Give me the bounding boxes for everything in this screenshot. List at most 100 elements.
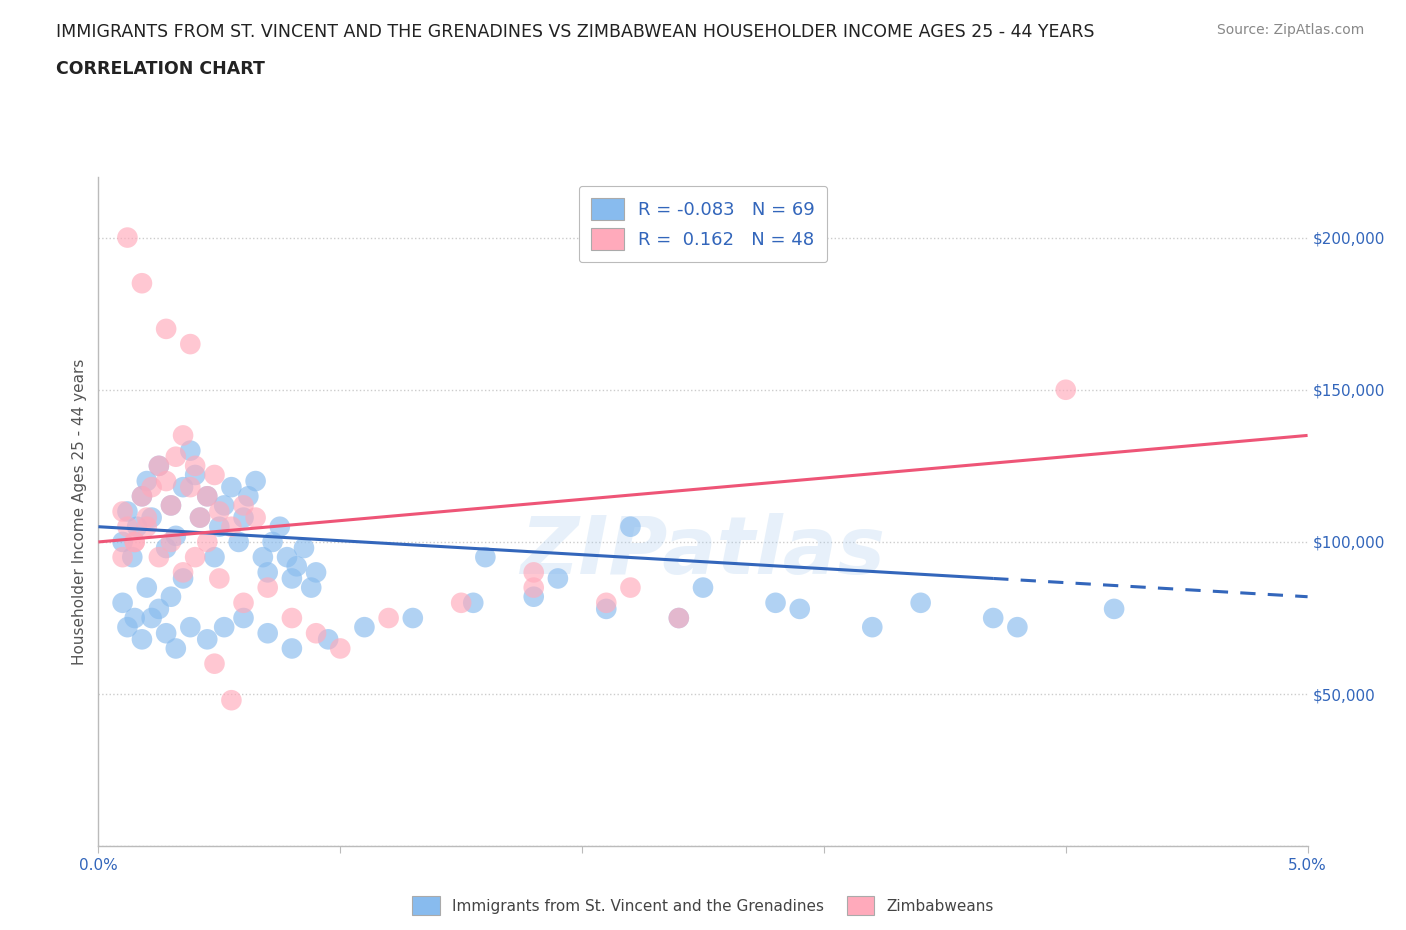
Point [131,631,153,646]
Point [981,611,1004,626]
Point [245,473,267,488]
Point [111,595,134,610]
Point [329,641,352,656]
Point [135,580,157,595]
Point [124,611,146,626]
Text: Source: ZipAtlas.com: Source: ZipAtlas.com [1216,23,1364,37]
Point [184,550,207,565]
Point [305,626,328,641]
Point [155,626,177,641]
Point [316,631,339,646]
Point [305,565,328,579]
Point [141,480,163,495]
Y-axis label: Householder Income Ages 25 - 44 years: Householder Income Ages 25 - 44 years [72,358,87,665]
Point [131,489,153,504]
Point [204,468,226,483]
Point [1054,382,1077,397]
Point [262,535,284,550]
Point [221,693,243,708]
Point [285,559,308,574]
Point [299,580,322,595]
Point [523,580,546,595]
Point [148,458,170,473]
Point [208,571,231,586]
Point [165,528,187,543]
Point [910,595,932,610]
Point [111,504,134,519]
Point [188,511,211,525]
Point [668,611,690,626]
Point [179,619,201,634]
Point [232,611,254,626]
Point [232,595,254,610]
Point [172,480,194,495]
Point [131,489,153,504]
Point [135,473,157,488]
Point [179,337,201,352]
Point [195,489,218,504]
Point [117,504,139,519]
Point [184,468,207,483]
Point [131,276,153,291]
Point [221,519,243,534]
Point [208,504,231,519]
Point [117,230,139,245]
Point [668,611,690,626]
Point [172,571,194,586]
Point [204,657,226,671]
Point [232,511,254,525]
Point [155,473,177,488]
Point [160,535,183,550]
Point [595,602,617,617]
Point [523,565,546,579]
Point [160,590,183,604]
Point [1102,602,1125,617]
Point [353,619,375,634]
Point [117,619,139,634]
Point [276,550,298,565]
Point [212,498,235,512]
Point [165,449,187,464]
Point [135,511,157,525]
Point [692,580,714,595]
Point [148,602,170,617]
Point [117,519,139,534]
Point [238,489,260,504]
Point [124,535,146,550]
Point [1007,619,1029,634]
Point [281,611,304,626]
Point [377,611,399,626]
Point [111,535,134,550]
Point [124,535,146,550]
Point [195,535,218,550]
Point [212,619,235,634]
Text: CORRELATION CHART: CORRELATION CHART [56,60,266,78]
Point [204,550,226,565]
Point [256,580,278,595]
Point [269,519,291,534]
Point [127,519,149,534]
Point [121,550,143,565]
Point [179,480,201,495]
Point [172,565,194,579]
Point [292,540,315,555]
Point [252,550,274,565]
Point [402,611,425,626]
Point [860,619,883,634]
Point [141,611,163,626]
Point [172,428,194,443]
Point [619,519,641,534]
Point [789,602,811,617]
Point [281,571,304,586]
Point [765,595,787,610]
Point [148,458,170,473]
Point [619,580,641,595]
Point [195,631,218,646]
Point [256,626,278,641]
Point [179,444,201,458]
Point [184,458,207,473]
Point [232,498,254,512]
Point [547,571,569,586]
Legend: Immigrants from St. Vincent and the Grenadines, Zimbabweans: Immigrants from St. Vincent and the Gren… [402,885,1004,925]
Point [188,511,211,525]
